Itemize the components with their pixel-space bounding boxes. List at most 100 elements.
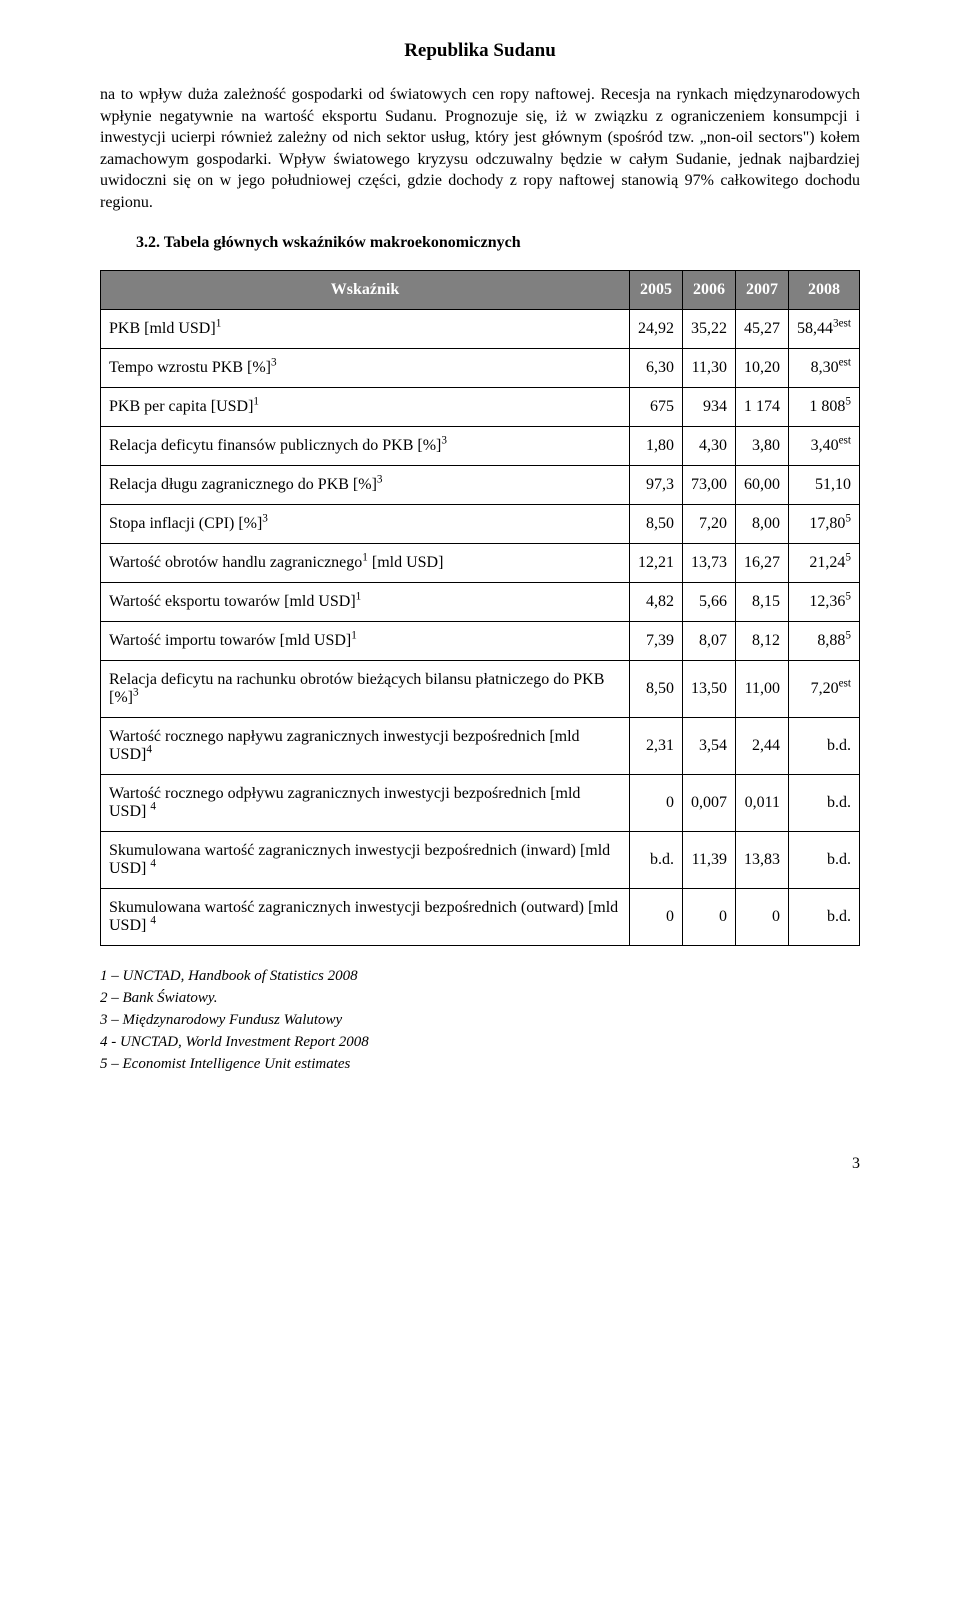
row-label: Relacja deficytu na rachunku obrotów bie… (101, 660, 630, 717)
header-indicator: Wskaźnik (101, 270, 630, 309)
row-label: Skumulowana wartość zagranicznych inwest… (101, 888, 630, 945)
row-value: 0 (735, 888, 788, 945)
table-row: Wartość rocznego odpływu zagranicznych i… (101, 774, 860, 831)
indicators-table: Wskaźnik 2005 2006 2007 2008 PKB [mld US… (100, 270, 860, 946)
row-value: b.d. (788, 717, 859, 774)
row-value: b.d. (629, 831, 682, 888)
table-row: Tempo wzrostu PKB [%]36,3011,3010,208,30… (101, 348, 860, 387)
footnotes: 1 – UNCTAD, Handbook of Statistics 2008 … (100, 966, 860, 1075)
document-page: Republika Sudanu na to wpływ duża zależn… (0, 0, 960, 1223)
row-value: 7,20 (682, 504, 735, 543)
table-row: Wartość eksportu towarów [mld USD]14,825… (101, 582, 860, 621)
row-value: 675 (629, 387, 682, 426)
section-heading: 3.2. Tabela głównych wskaźników makroeko… (100, 234, 860, 252)
footnote: 5 – Economist Intelligence Unit estimate… (100, 1054, 860, 1075)
row-value: 8,12 (735, 621, 788, 660)
row-value: 11,39 (682, 831, 735, 888)
table-body: PKB [mld USD]124,9235,2245,2758,443estTe… (101, 309, 860, 945)
table-row: Wartość obrotów handlu zagranicznego1 [m… (101, 543, 860, 582)
row-value: 21,245 (788, 543, 859, 582)
row-value: 58,443est (788, 309, 859, 348)
header-year: 2007 (735, 270, 788, 309)
table-row: Skumulowana wartość zagranicznych inwest… (101, 888, 860, 945)
row-value: 7,20est (788, 660, 859, 717)
row-value: 0 (629, 888, 682, 945)
row-value: 6,30 (629, 348, 682, 387)
table-row: Relacja deficytu na rachunku obrotów bie… (101, 660, 860, 717)
table-row: Wartość importu towarów [mld USD]17,398,… (101, 621, 860, 660)
table-row: Skumulowana wartość zagranicznych inwest… (101, 831, 860, 888)
row-label: Wartość importu towarów [mld USD]1 (101, 621, 630, 660)
table-row: Relacja deficytu finansów publicznych do… (101, 426, 860, 465)
table-header-row: Wskaźnik 2005 2006 2007 2008 (101, 270, 860, 309)
row-value: 8,15 (735, 582, 788, 621)
row-value: 8,50 (629, 660, 682, 717)
row-value: 8,07 (682, 621, 735, 660)
row-label: Relacja długu zagranicznego do PKB [%]3 (101, 465, 630, 504)
row-value: 934 (682, 387, 735, 426)
row-value: 16,27 (735, 543, 788, 582)
row-value: 2,44 (735, 717, 788, 774)
row-label: Skumulowana wartość zagranicznych inwest… (101, 831, 630, 888)
row-value: 13,50 (682, 660, 735, 717)
row-label: Tempo wzrostu PKB [%]3 (101, 348, 630, 387)
row-value: 11,00 (735, 660, 788, 717)
row-value: 45,27 (735, 309, 788, 348)
row-value: 12,365 (788, 582, 859, 621)
row-value: 3,40est (788, 426, 859, 465)
footnote: 3 – Międzynarodowy Fundusz Walutowy (100, 1010, 860, 1031)
row-value: 1 174 (735, 387, 788, 426)
row-label: Relacja deficytu finansów publicznych do… (101, 426, 630, 465)
row-value: 60,00 (735, 465, 788, 504)
row-value: 11,30 (682, 348, 735, 387)
row-value: 8,00 (735, 504, 788, 543)
row-value: 73,00 (682, 465, 735, 504)
row-value: 5,66 (682, 582, 735, 621)
row-value: b.d. (788, 831, 859, 888)
row-value: 0,011 (735, 774, 788, 831)
row-label: Wartość obrotów handlu zagranicznego1 [m… (101, 543, 630, 582)
row-value: 4,30 (682, 426, 735, 465)
row-label: PKB per capita [USD]1 (101, 387, 630, 426)
row-value: 8,30est (788, 348, 859, 387)
table-row: Wartość rocznego napływu zagranicznych i… (101, 717, 860, 774)
row-value: 17,805 (788, 504, 859, 543)
row-value: 35,22 (682, 309, 735, 348)
table-row: PKB per capita [USD]16759341 1741 8085 (101, 387, 860, 426)
table-row: Relacja długu zagranicznego do PKB [%]39… (101, 465, 860, 504)
row-value: 24,92 (629, 309, 682, 348)
row-value: b.d. (788, 888, 859, 945)
row-label: Wartość eksportu towarów [mld USD]1 (101, 582, 630, 621)
row-value: 0 (629, 774, 682, 831)
row-value: 1 8085 (788, 387, 859, 426)
header-year: 2005 (629, 270, 682, 309)
row-label: PKB [mld USD]1 (101, 309, 630, 348)
row-value: 2,31 (629, 717, 682, 774)
row-value: 7,39 (629, 621, 682, 660)
row-value: 13,83 (735, 831, 788, 888)
header-year: 2006 (682, 270, 735, 309)
page-number: 3 (100, 1155, 860, 1173)
row-label: Wartość rocznego napływu zagranicznych i… (101, 717, 630, 774)
row-value: 3,54 (682, 717, 735, 774)
footnote: 1 – UNCTAD, Handbook of Statistics 2008 (100, 966, 860, 987)
row-value: 8,50 (629, 504, 682, 543)
row-value: 51,10 (788, 465, 859, 504)
row-value: 12,21 (629, 543, 682, 582)
row-value: 0,007 (682, 774, 735, 831)
table-row: PKB [mld USD]124,9235,2245,2758,443est (101, 309, 860, 348)
header-year: 2008 (788, 270, 859, 309)
row-value: 13,73 (682, 543, 735, 582)
footnote: 2 – Bank Światowy. (100, 988, 860, 1009)
table-row: Stopa inflacji (CPI) [%]38,507,208,0017,… (101, 504, 860, 543)
row-value: 97,3 (629, 465, 682, 504)
row-label: Wartość rocznego odpływu zagranicznych i… (101, 774, 630, 831)
row-value: 4,82 (629, 582, 682, 621)
footnote: 4 - UNCTAD, World Investment Report 2008 (100, 1032, 860, 1053)
row-value: 8,885 (788, 621, 859, 660)
intro-paragraph: na to wpływ duża zależność gospodarki od… (100, 84, 860, 214)
document-title: Republika Sudanu (100, 40, 860, 62)
row-value: b.d. (788, 774, 859, 831)
row-label: Stopa inflacji (CPI) [%]3 (101, 504, 630, 543)
row-value: 1,80 (629, 426, 682, 465)
